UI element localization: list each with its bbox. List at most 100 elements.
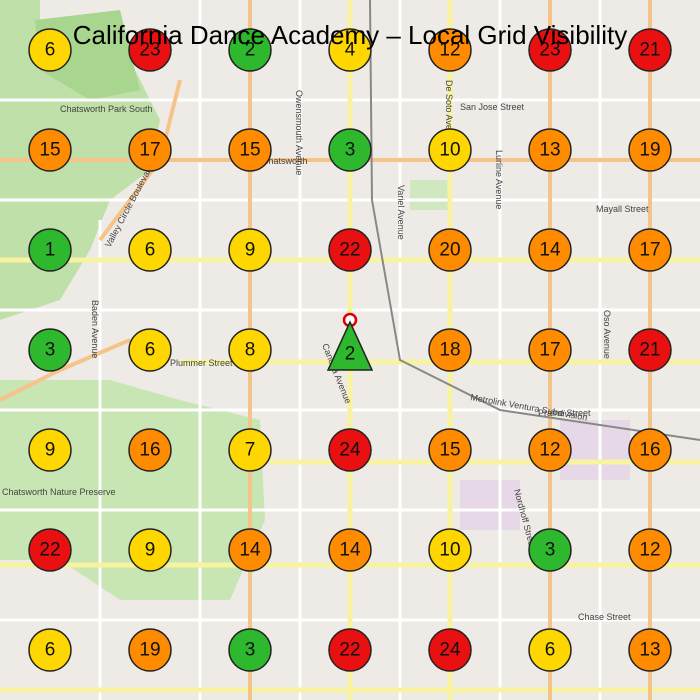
grid-marker: [28, 328, 72, 372]
rank-label: 3: [45, 340, 56, 361]
rank-label: 9: [245, 240, 256, 261]
grid-marker: [328, 228, 372, 272]
rank-label: 6: [45, 40, 56, 61]
rank-label: 3: [345, 140, 356, 161]
rank-label: 6: [545, 640, 556, 661]
rank-label: 12: [439, 40, 460, 61]
grid-marker: [428, 228, 472, 272]
rank-label: 24: [439, 640, 461, 661]
rank-label: 10: [439, 140, 460, 161]
grid-marker: [28, 228, 72, 272]
grid-marker: [428, 428, 472, 472]
street-label: Chatsworth: [262, 156, 308, 166]
title: California Dance Academy – Local Grid Vi…: [73, 20, 627, 50]
grid-marker: [228, 528, 272, 572]
rank-label: 16: [639, 440, 660, 461]
grid-marker: [128, 228, 172, 272]
rank-label: 1: [45, 240, 56, 261]
grid-marker: [228, 328, 272, 372]
rank-label: 12: [539, 440, 560, 461]
rank-label: 4: [345, 40, 356, 61]
rank-label: 3: [545, 540, 556, 561]
street-label: Oso Avenue: [602, 310, 612, 359]
rank-label: 22: [39, 540, 60, 561]
grid-marker: [528, 328, 572, 372]
grid-marker: [228, 428, 272, 472]
rank-label: 20: [439, 240, 460, 261]
grid-marker: [528, 428, 572, 472]
grid-marker: [428, 128, 472, 172]
rank-label: 24: [339, 440, 361, 461]
grid-marker: [628, 628, 672, 672]
grid-marker: [628, 28, 672, 72]
rank-label: 6: [145, 240, 156, 261]
grid-marker: [128, 328, 172, 372]
rank-label: 17: [139, 140, 160, 161]
rank-label: 2: [345, 344, 356, 365]
rank-label: 21: [639, 340, 660, 361]
street-label: Chase Street: [578, 612, 631, 622]
rank-label: 16: [139, 440, 160, 461]
grid-marker: [128, 628, 172, 672]
grid-marker: [28, 428, 72, 472]
rank-label: 19: [639, 140, 660, 161]
grid-marker: [28, 128, 72, 172]
grid-marker: [328, 28, 372, 72]
rank-label: 8: [245, 340, 256, 361]
rank-label: 6: [145, 340, 156, 361]
rank-label: 14: [539, 240, 561, 261]
rank-label: 9: [45, 440, 56, 461]
rank-label: 13: [539, 140, 560, 161]
grid-marker: [128, 28, 172, 72]
rank-label: 18: [439, 340, 460, 361]
grid-marker: [228, 128, 272, 172]
rank-label: 21: [639, 40, 660, 61]
grid-marker: [528, 228, 572, 272]
grid-marker: [528, 28, 572, 72]
grid-marker: [228, 628, 272, 672]
grid-marker: [428, 628, 472, 672]
grid-marker: [528, 128, 572, 172]
grid-marker: [428, 528, 472, 572]
street-label: Baden Avenue: [90, 300, 100, 358]
street-label: Prairie Street: [538, 408, 591, 418]
rank-label: 6: [45, 640, 56, 661]
grid-marker: [128, 528, 172, 572]
rank-label: 13: [639, 640, 660, 661]
street-label: Variel Avenue: [396, 185, 406, 240]
rank-label: 12: [639, 540, 660, 561]
grid-marker: [328, 128, 372, 172]
rank-label: 15: [239, 140, 260, 161]
street-label: De Soto Avenue: [444, 80, 454, 145]
grid-marker: [28, 628, 72, 672]
grid-marker: [28, 28, 72, 72]
grid-marker: [628, 128, 672, 172]
grid-marker: [28, 528, 72, 572]
street-label: Owensmouth Avenue: [294, 90, 304, 175]
grid-marker: [128, 428, 172, 472]
rank-label: 10: [439, 540, 460, 561]
rank-label: 3: [245, 640, 256, 661]
street-label: San Jose Street: [460, 102, 525, 112]
grid-marker: [228, 228, 272, 272]
rank-label: 15: [39, 140, 60, 161]
grid-marker: [328, 528, 372, 572]
rank-label: 17: [539, 340, 560, 361]
grid-marker: [528, 628, 572, 672]
rank-label: 22: [339, 640, 360, 661]
rank-label: 23: [539, 40, 560, 61]
rank-label: 9: [145, 540, 156, 561]
railway: [369, 0, 700, 441]
rank-label: 22: [339, 240, 360, 261]
grid-marker: [528, 528, 572, 572]
grid-marker: [428, 328, 472, 372]
street-label: Chatsworth Park South: [60, 104, 153, 114]
grid-marker: [128, 128, 172, 172]
street-label: Lurline Avenue: [494, 150, 504, 209]
rank-label: 2: [245, 40, 256, 61]
street-label: Plummer Street: [170, 358, 233, 368]
rank-label: 17: [639, 240, 660, 261]
grid-marker: [628, 528, 672, 572]
grid-marker: [228, 28, 272, 72]
